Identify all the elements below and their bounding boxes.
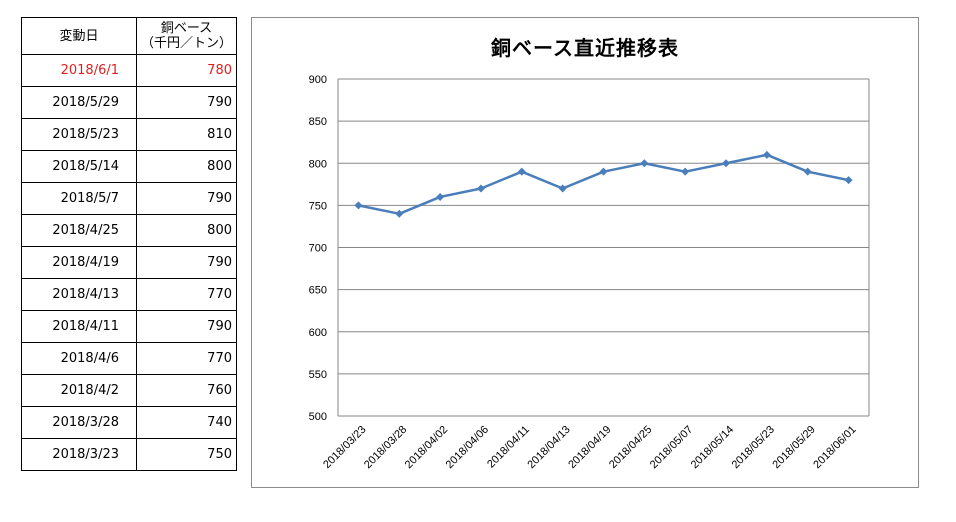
line-chart: 5005506006507007508008509002018/03/23201… — [309, 74, 870, 471]
date-cell: 2018/5/7 — [21, 182, 137, 215]
price-history-table: 変動日 銅ベース （千円／トン） 2018/6/1 780 2018/5/29 790… — [21, 17, 237, 471]
price-column-header: 銅ベース （千円／トン） — [136, 17, 237, 55]
data-point-marker — [640, 159, 649, 168]
x-tick-label: 2018/04/19 — [566, 424, 613, 471]
x-tick-label: 2018/04/02 — [403, 424, 450, 471]
table-row: 2018/4/13 770 — [21, 278, 237, 311]
price-cell: 740 — [136, 406, 237, 439]
data-point-marker — [354, 201, 363, 210]
chart-title: 銅ベース直近推移表 — [491, 36, 679, 60]
y-tick-label: 800 — [309, 158, 327, 170]
y-tick-label: 700 — [309, 243, 327, 255]
y-tick-label: 750 — [309, 200, 327, 212]
table-row: 2018/4/25 800 — [21, 214, 237, 247]
data-point-marker — [803, 167, 812, 176]
date-cell: 2018/4/2 — [21, 374, 137, 407]
data-point-marker — [558, 184, 567, 193]
table-row: 2018/5/14 800 — [21, 150, 237, 183]
table-row: 2018/5/7 790 — [21, 182, 237, 215]
price-cell: 790 — [136, 182, 237, 215]
table-row: 2018/3/23 750 — [21, 438, 237, 471]
date-cell: 2018/4/6 — [21, 342, 137, 375]
table-row: 2018/4/6 770 — [21, 342, 237, 375]
data-point-marker — [395, 209, 404, 218]
date-cell: 2018/4/13 — [21, 278, 137, 311]
table-row: 2018/5/29 790 — [21, 86, 237, 119]
price-cell: 810 — [136, 118, 237, 151]
y-tick-label: 650 — [309, 285, 327, 297]
date-cell: 2018/5/29 — [21, 86, 137, 119]
price-cell: 790 — [136, 86, 237, 119]
table-row: 2018/4/2 760 — [21, 374, 237, 407]
date-cell: 2018/3/28 — [21, 406, 137, 439]
x-tick-label: 2018/04/06 — [444, 424, 491, 471]
y-tick-label: 850 — [309, 116, 327, 128]
data-point-marker — [844, 176, 853, 185]
data-point-marker — [476, 184, 485, 193]
data-point-marker — [517, 167, 526, 176]
data-point-marker — [599, 167, 608, 176]
price-cell: 760 — [136, 374, 237, 407]
date-cell: 2018/5/23 — [21, 118, 137, 151]
table-header-row: 変動日 銅ベース （千円／トン） — [21, 17, 237, 55]
price-cell: 780 — [136, 54, 237, 87]
table-row: 2018/4/19 790 — [21, 246, 237, 279]
data-point-marker — [436, 192, 445, 201]
x-tick-label: 2018/03/28 — [362, 424, 409, 471]
data-point-marker — [762, 150, 771, 159]
price-cell: 770 — [136, 278, 237, 311]
price-cell: 800 — [136, 150, 237, 183]
table-row: 2018/4/11 790 — [21, 310, 237, 343]
y-tick-label: 550 — [309, 369, 327, 381]
y-tick-label: 600 — [309, 327, 327, 339]
price-cell: 770 — [136, 342, 237, 375]
table-row: 2018/6/1 780 — [21, 54, 237, 87]
price-cell: 750 — [136, 438, 237, 471]
table-row: 2018/3/28 740 — [21, 406, 237, 439]
x-tick-label: 2018/03/23 — [321, 424, 368, 471]
date-cell: 2018/3/23 — [21, 438, 137, 471]
x-tick-label: 2018/06/01 — [811, 424, 858, 471]
x-tick-label: 2018/05/14 — [689, 424, 736, 471]
chart-panel: 500 550 600 650 700 750 800 850 900 2018/03/23 201… — [251, 17, 919, 488]
y-tick-label: 500 — [309, 411, 327, 423]
x-tick-label: 2018/05/29 — [770, 424, 817, 471]
price-header-line2: （千円／トン） — [140, 36, 232, 51]
x-tick-label: 2018/04/25 — [607, 424, 654, 471]
price-cell: 800 — [136, 214, 237, 247]
date-cell: 2018/6/1 — [21, 54, 137, 87]
date-cell: 2018/5/14 — [21, 150, 137, 183]
date-cell: 2018/4/11 — [21, 310, 137, 343]
table-body: 2018/6/1 780 2018/5/29 790 2018/5/23 810 2018/… — [21, 54, 237, 471]
y-tick-label: 900 — [309, 74, 327, 86]
price-header-line1: 銅ベース — [160, 21, 213, 36]
date-cell: 2018/4/25 — [21, 214, 137, 247]
data-point-marker — [681, 167, 690, 176]
price-cell: 790 — [136, 310, 237, 343]
price-cell: 790 — [136, 246, 237, 279]
x-tick-label: 2018/05/07 — [648, 424, 695, 471]
x-tick-label: 2018/05/23 — [730, 424, 777, 471]
date-cell: 2018/4/19 — [21, 246, 137, 279]
x-tick-label: 2018/04/13 — [525, 424, 572, 471]
table-row: 2018/5/23 810 — [21, 118, 237, 151]
date-column-header: 変動日 — [21, 17, 137, 55]
data-point-marker — [722, 159, 731, 168]
